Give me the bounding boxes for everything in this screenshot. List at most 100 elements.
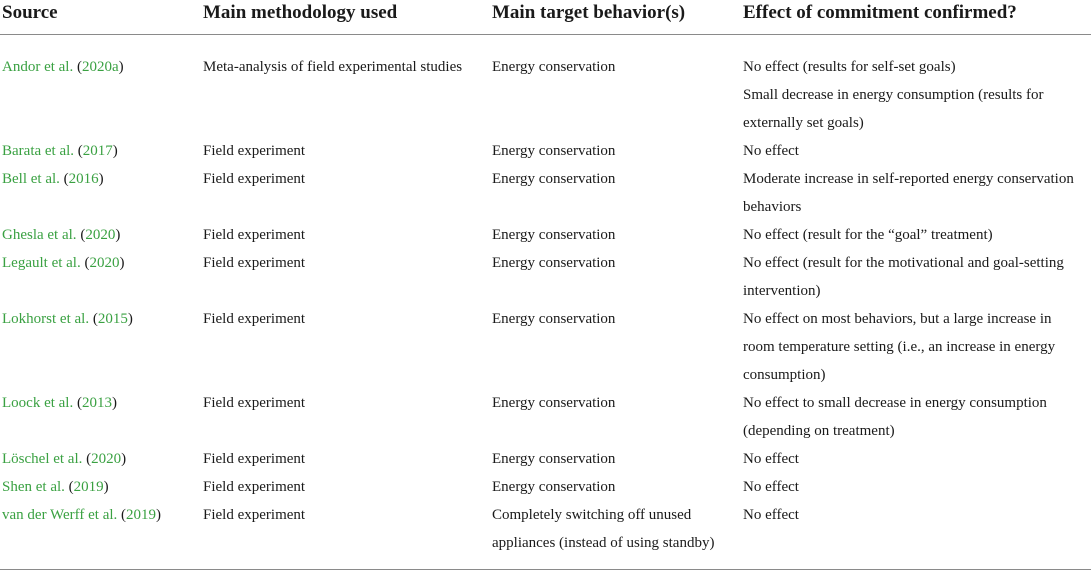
author-link[interactable]: Lokhorst et al. bbox=[2, 311, 90, 327]
header-target-behavior: Main target behavior(s) bbox=[492, 0, 743, 35]
header-row: Source Main methodology used Main target… bbox=[0, 0, 1091, 35]
year-link[interactable]: 2020a bbox=[81, 59, 119, 75]
year-link[interactable]: 2019 bbox=[73, 479, 104, 495]
cell-source: Lokhorst et al. (2015) bbox=[0, 305, 203, 389]
cell-methodology: Field experiment bbox=[203, 451, 306, 467]
paren-open: ( bbox=[89, 311, 98, 327]
cell-target-behavior: Energy conservation bbox=[492, 395, 616, 411]
cell-methodology: Field experiment bbox=[203, 171, 306, 187]
effect-text: Moderate increase in self-reported energ… bbox=[743, 171, 1074, 215]
cell-source: Legault et al. (2020) bbox=[0, 249, 203, 305]
cell-effect: No effect bbox=[743, 501, 1091, 557]
effect-text: No effect bbox=[743, 143, 799, 159]
paren-open: ( bbox=[80, 255, 90, 271]
cell-source: van der Werff et al. (2019) bbox=[0, 501, 203, 557]
paren-open: ( bbox=[74, 143, 83, 159]
cell-target-behavior: Completely switching off unused applianc… bbox=[492, 507, 715, 551]
author-link[interactable]: Andor et al. bbox=[2, 59, 74, 75]
effect-text: No effect bbox=[743, 507, 799, 523]
paren-close: ) bbox=[156, 507, 162, 523]
author-link[interactable]: Ghesla et al. bbox=[2, 227, 77, 243]
cell-target-behavior: Energy conservation bbox=[492, 451, 616, 467]
cell-source: Löschel et al. (2020) bbox=[0, 445, 203, 473]
author-link[interactable]: Löschel et al. bbox=[2, 451, 83, 467]
table-body: Andor et al. (2020a) Meta-analysis of fie… bbox=[0, 35, 1091, 558]
effect-text: No effect (results for self-set goals) bbox=[743, 59, 956, 75]
year-link[interactable]: 2020 bbox=[85, 227, 116, 243]
paren-open: ( bbox=[73, 395, 82, 411]
author-link[interactable]: Barata et al. bbox=[2, 143, 75, 159]
table-row: Andor et al. (2020a) Meta-analysis of fie… bbox=[0, 35, 1091, 138]
year-link[interactable]: 2013 bbox=[81, 395, 112, 411]
cell-target-behavior: Energy conservation bbox=[492, 143, 616, 159]
cell-source: Barata et al. (2017) bbox=[0, 137, 203, 165]
year-link[interactable]: 2015 bbox=[97, 311, 128, 327]
paren-close: ) bbox=[115, 227, 121, 243]
effect-text: No effect on most behaviors, but a large… bbox=[743, 311, 1056, 383]
year-link[interactable]: 2020 bbox=[91, 451, 122, 467]
effect-text: No effect to small decrease in energy co… bbox=[743, 395, 1047, 439]
cell-effect: No effect (results for self-set goals) Sm… bbox=[743, 35, 1091, 138]
cell-source: Andor et al. (2020a) bbox=[0, 35, 203, 138]
header-effect: Effect of commitment confirmed? bbox=[743, 0, 1091, 35]
effect-text: Small decrease in energy consumption (re… bbox=[743, 87, 1044, 131]
year-link[interactable]: 2020 bbox=[89, 255, 120, 271]
author-link[interactable]: Legault et al. bbox=[2, 255, 81, 271]
cell-target-behavior: Energy conservation bbox=[492, 59, 616, 75]
paren-close: ) bbox=[119, 255, 125, 271]
cell-effect: No effect bbox=[743, 473, 1091, 501]
cell-target-behavior: Energy conservation bbox=[492, 227, 616, 243]
paren-open: ( bbox=[73, 59, 82, 75]
cell-effect: No effect to small decrease in energy co… bbox=[743, 389, 1091, 445]
author-link[interactable]: Loock et al. bbox=[2, 395, 74, 411]
header-methodology: Main methodology used bbox=[203, 0, 492, 35]
table-row: Shen et al. (2019) Field experiment Energy… bbox=[0, 473, 1091, 501]
cell-methodology: Meta-analysis of field experimental stud… bbox=[203, 59, 463, 75]
cell-methodology: Field experiment bbox=[203, 143, 306, 159]
cell-effect: No effect (result for the “goal” treatme… bbox=[743, 221, 1091, 249]
table-row: Löschel et al. (2020) Field experiment Ene… bbox=[0, 445, 1091, 473]
table-row: Barata et al. (2017) Field experiment Ener… bbox=[0, 137, 1091, 165]
year-link[interactable]: 2016 bbox=[68, 171, 99, 187]
table-row: Legault et al. (2020) Field experiment Ene… bbox=[0, 249, 1091, 305]
effect-text: No effect bbox=[743, 451, 799, 467]
cell-methodology: Field experiment bbox=[203, 255, 306, 271]
cell-target-behavior: Energy conservation bbox=[492, 255, 616, 271]
paren-close: ) bbox=[121, 451, 127, 467]
table-row: Ghesla et al. (2020) Field experiment Ener… bbox=[0, 221, 1091, 249]
effect-text: No effect (result for the “goal” treatme… bbox=[743, 227, 993, 243]
header-source: Source bbox=[0, 0, 203, 35]
author-link[interactable]: Shen et al. bbox=[2, 479, 65, 495]
paren-close: ) bbox=[98, 171, 104, 187]
cell-source: Loock et al. (2013) bbox=[0, 389, 203, 445]
paren-close: ) bbox=[112, 143, 118, 159]
cell-methodology: Field experiment bbox=[203, 507, 306, 523]
year-link[interactable]: 2019 bbox=[126, 507, 157, 523]
commitment-effect-table: Source Main methodology used Main target… bbox=[0, 0, 1091, 558]
table-row: Loock et al. (2013) Field experiment Energ… bbox=[0, 389, 1091, 445]
cell-target-behavior: Energy conservation bbox=[492, 479, 616, 495]
cell-methodology: Field experiment bbox=[203, 311, 306, 327]
paren-open: ( bbox=[117, 507, 127, 523]
table-row: Bell et al. (2016) Field experiment Energy… bbox=[0, 165, 1091, 221]
paren-close: ) bbox=[111, 395, 117, 411]
paren-close: ) bbox=[103, 479, 109, 495]
cell-source: Ghesla et al. (2020) bbox=[0, 221, 203, 249]
cell-source: Bell et al. (2016) bbox=[0, 165, 203, 221]
paren-open: ( bbox=[82, 451, 92, 467]
paren-open: ( bbox=[76, 227, 86, 243]
paren-open: ( bbox=[59, 171, 69, 187]
author-link[interactable]: Bell et al. bbox=[2, 171, 60, 187]
cell-methodology: Field experiment bbox=[203, 395, 306, 411]
table-row: Lokhorst et al. (2015) Field experiment En… bbox=[0, 305, 1091, 389]
cell-effect: No effect bbox=[743, 137, 1091, 165]
table-row: van der Werff et al. (2019) Field experim… bbox=[0, 501, 1091, 557]
cell-effect: No effect on most behaviors, but a large… bbox=[743, 305, 1091, 389]
table-bottom-rule bbox=[0, 569, 1091, 570]
cell-target-behavior: Energy conservation bbox=[492, 311, 616, 327]
cell-methodology: Field experiment bbox=[203, 479, 306, 495]
paren-open: ( bbox=[64, 479, 74, 495]
year-link[interactable]: 2017 bbox=[82, 143, 113, 159]
author-link[interactable]: van der Werff et al. bbox=[2, 507, 118, 523]
